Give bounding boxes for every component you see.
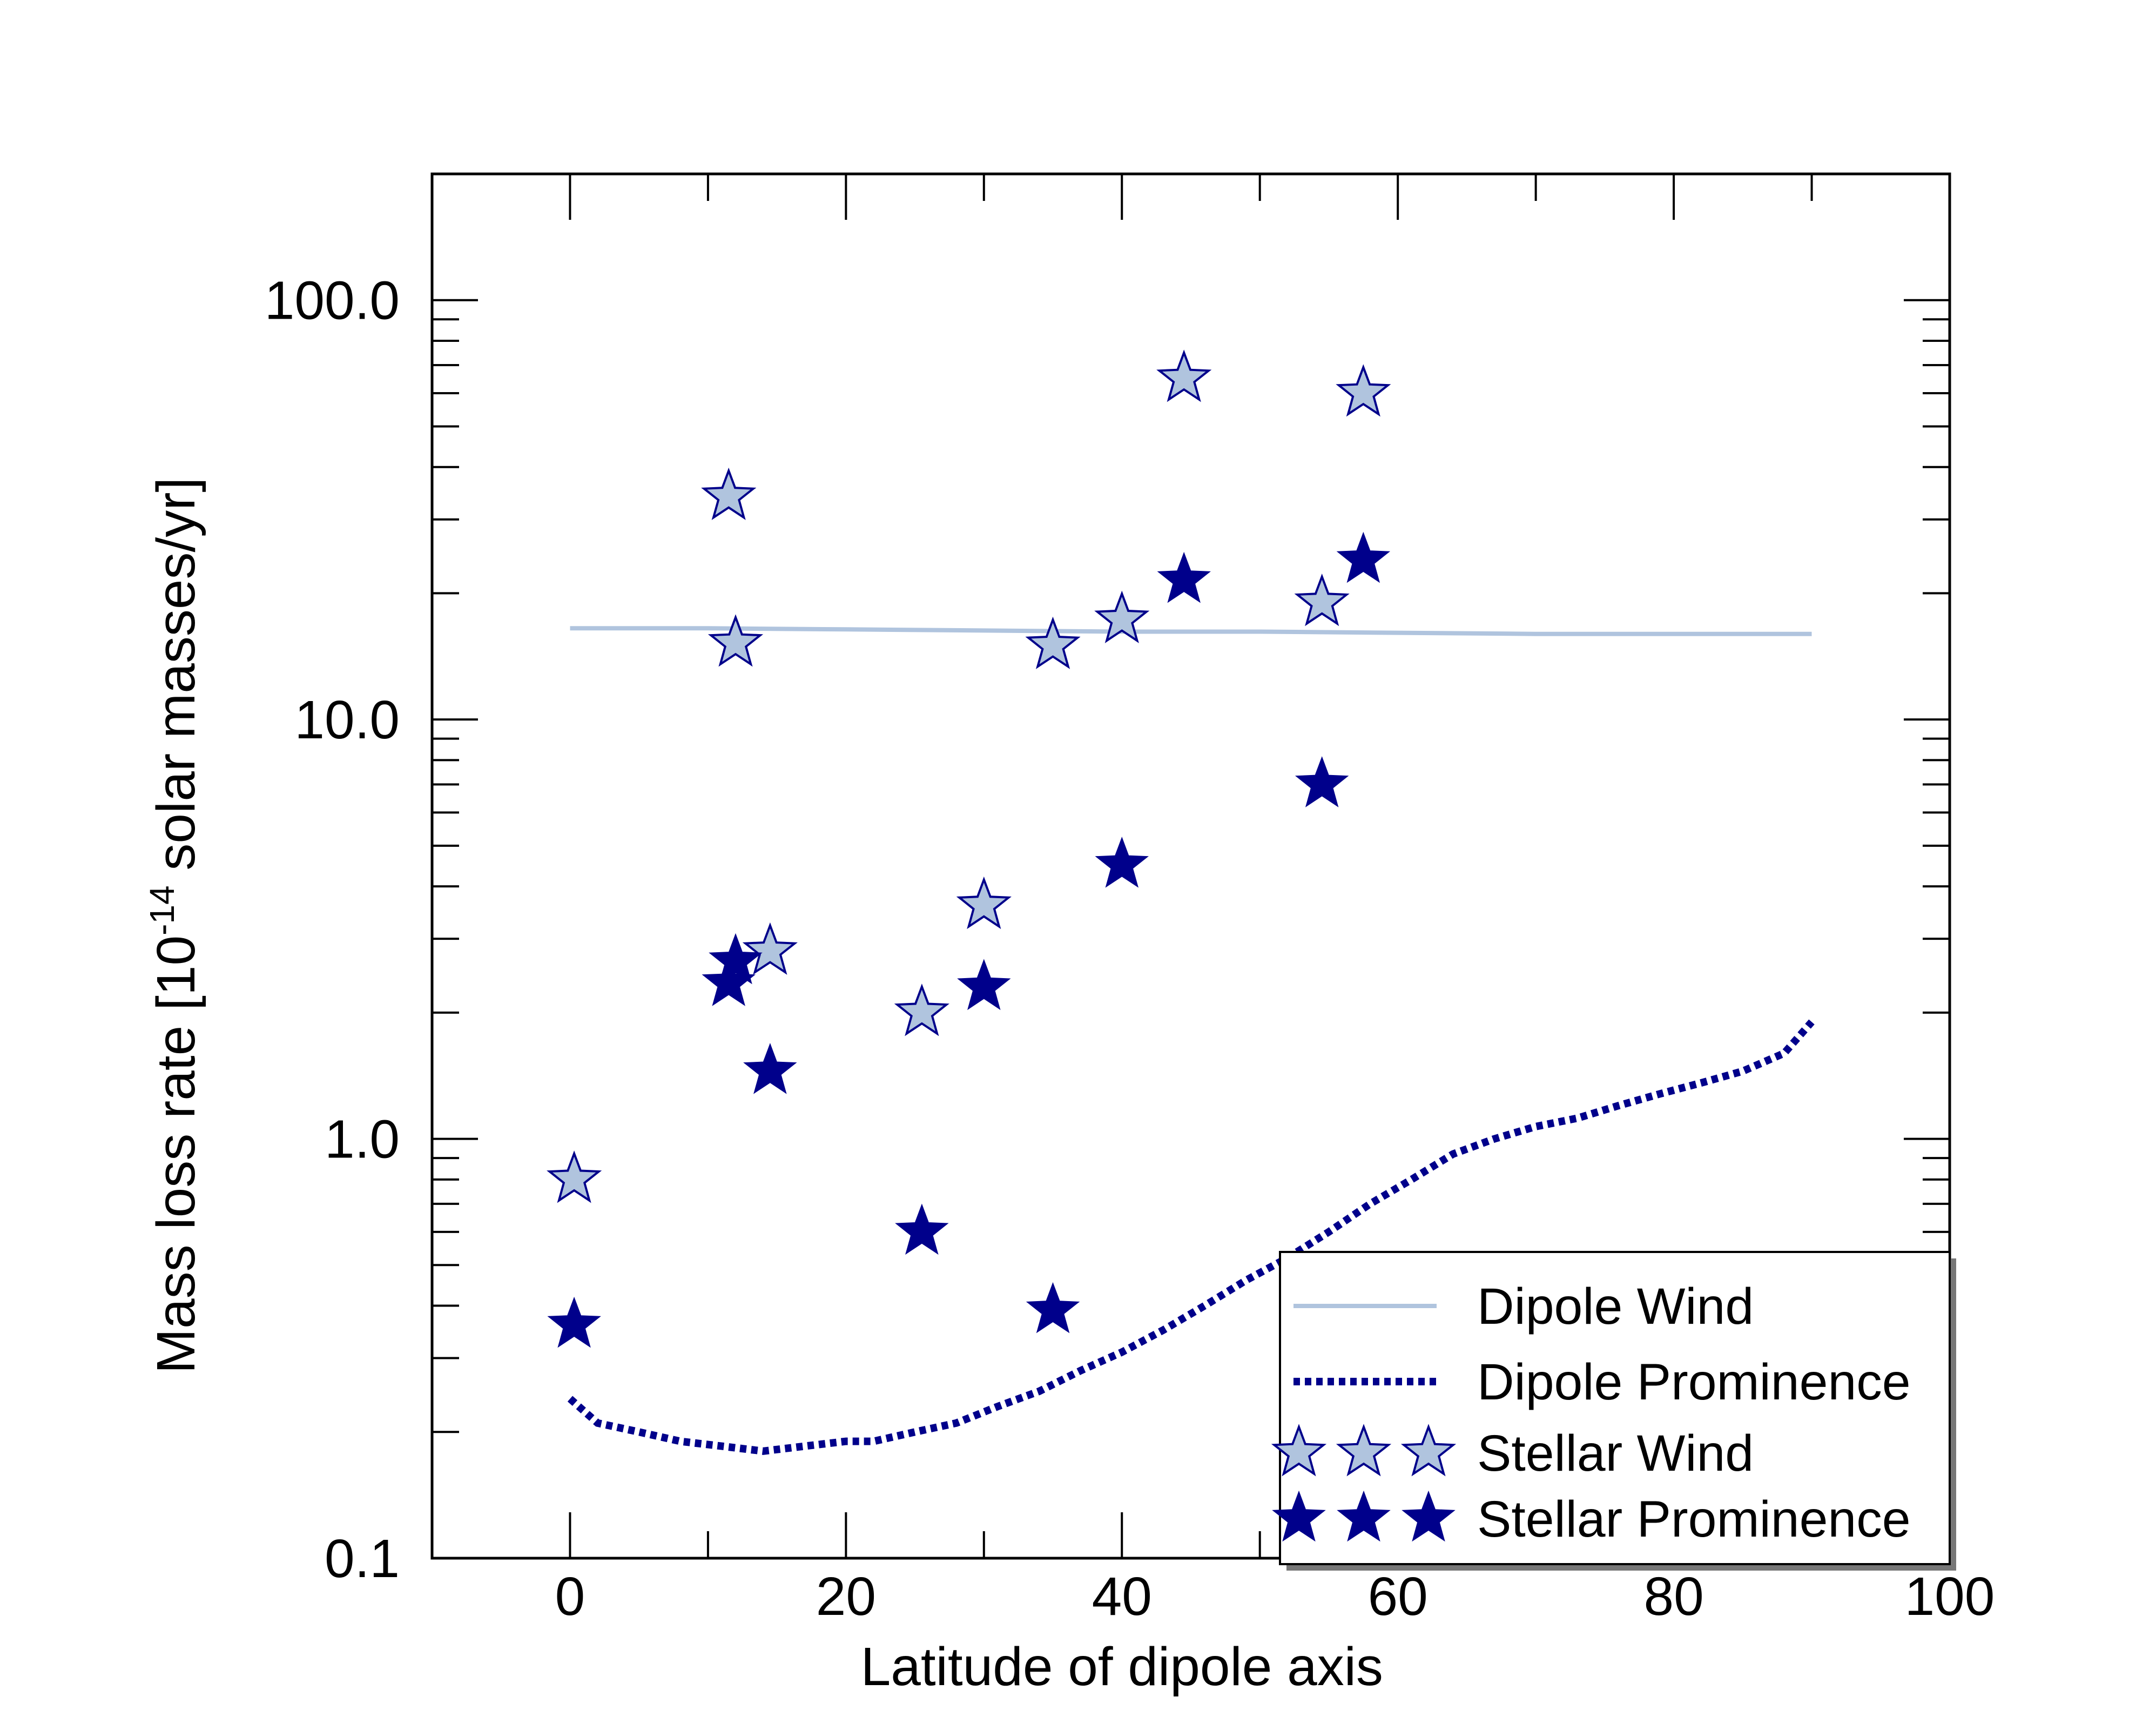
stellar-wind-point <box>708 614 764 667</box>
legend: Dipole Wind Dipole Prominence Stellar Wind… <box>1271 1251 1956 1571</box>
stellar-prominence-point <box>1095 837 1149 888</box>
legend-item: Dipole Wind <box>1293 1278 1754 1335</box>
legend-star-marker <box>1400 1424 1457 1477</box>
legend-item: Dipole Prominence <box>1293 1353 1911 1411</box>
legend-label: Dipole Prominence <box>1477 1353 1911 1411</box>
y-axis-title: Mass loss rate [10-14 solar masses/yr] <box>143 477 206 1374</box>
stellar-wind-point <box>742 922 798 975</box>
dipole-wind-line <box>570 626 1812 636</box>
y-axis-title-suffix: solar masses/yr] <box>146 477 206 886</box>
stellar-wind-point <box>1294 573 1350 627</box>
stellar-prominence-point <box>1336 531 1391 583</box>
stellar-wind-point <box>1156 349 1212 402</box>
plot-frame <box>430 172 1951 1560</box>
x-tick-label: 0 <box>555 1566 585 1627</box>
stellar-prominence-point <box>1295 756 1349 807</box>
tick-labels: 0 20 40 60 80 100 0.1 1.0 10.0 100.0 <box>265 271 1995 1627</box>
x-tick-label: 20 <box>816 1566 876 1627</box>
x-tick-label: 60 <box>1368 1566 1428 1627</box>
stellar-prominence-point <box>895 1203 949 1255</box>
stellar-wind-point <box>894 984 949 1036</box>
stellar-prominence-point <box>547 1296 601 1348</box>
x-tick-label: 80 <box>1643 1566 1703 1627</box>
stellar-prominence-point <box>1157 551 1211 603</box>
y-tick-label: 100.0 <box>265 271 400 331</box>
stellar-wind-point <box>956 876 1012 930</box>
y-axis-title-prefix: Mass loss rate [10 <box>146 935 206 1373</box>
legend-label: Dipole Wind <box>1477 1278 1754 1335</box>
stellar-wind-point <box>547 1150 602 1203</box>
x-axis-title: Latitude of dipole axis <box>861 1637 1383 1697</box>
stellar-prominence-point <box>709 933 763 985</box>
stellar-wind-point <box>701 467 757 520</box>
y-tick-label: 1.0 <box>325 1109 400 1170</box>
y-tick-label: 10.0 <box>294 690 400 750</box>
legend-label: Stellar Prominence <box>1477 1491 1911 1548</box>
stellar-prominence-point <box>957 959 1011 1011</box>
legend-star-marker <box>1402 1490 1456 1542</box>
stellar-wind-point <box>1094 590 1150 643</box>
legend-item: Stellar Prominence <box>1272 1490 1911 1548</box>
stellar-wind-point <box>1336 364 1391 417</box>
y-axis-title-exponent: -14 <box>143 885 181 935</box>
stellar-prominence-point <box>1026 1282 1080 1334</box>
legend-item: Stellar Wind <box>1271 1424 1754 1482</box>
legend-star-marker <box>1336 1424 1392 1477</box>
legend-items: Dipole Wind Dipole Prominence Stellar Wind… <box>1271 1278 1911 1548</box>
dipole-prominence-line <box>567 1019 1815 1455</box>
legend-star-marker <box>1272 1490 1326 1542</box>
legend-star-marker <box>1337 1490 1391 1542</box>
x-tick-label: 40 <box>1092 1566 1152 1627</box>
stellar-wind-point <box>1025 616 1081 669</box>
stellar-prominence-point <box>743 1043 797 1094</box>
legend-label: Stellar Wind <box>1477 1425 1754 1482</box>
x-tick-label: 100 <box>1905 1566 1995 1627</box>
legend-star-marker <box>1271 1424 1327 1477</box>
y-tick-label: 0.1 <box>325 1528 400 1589</box>
data-series <box>547 349 1815 1455</box>
